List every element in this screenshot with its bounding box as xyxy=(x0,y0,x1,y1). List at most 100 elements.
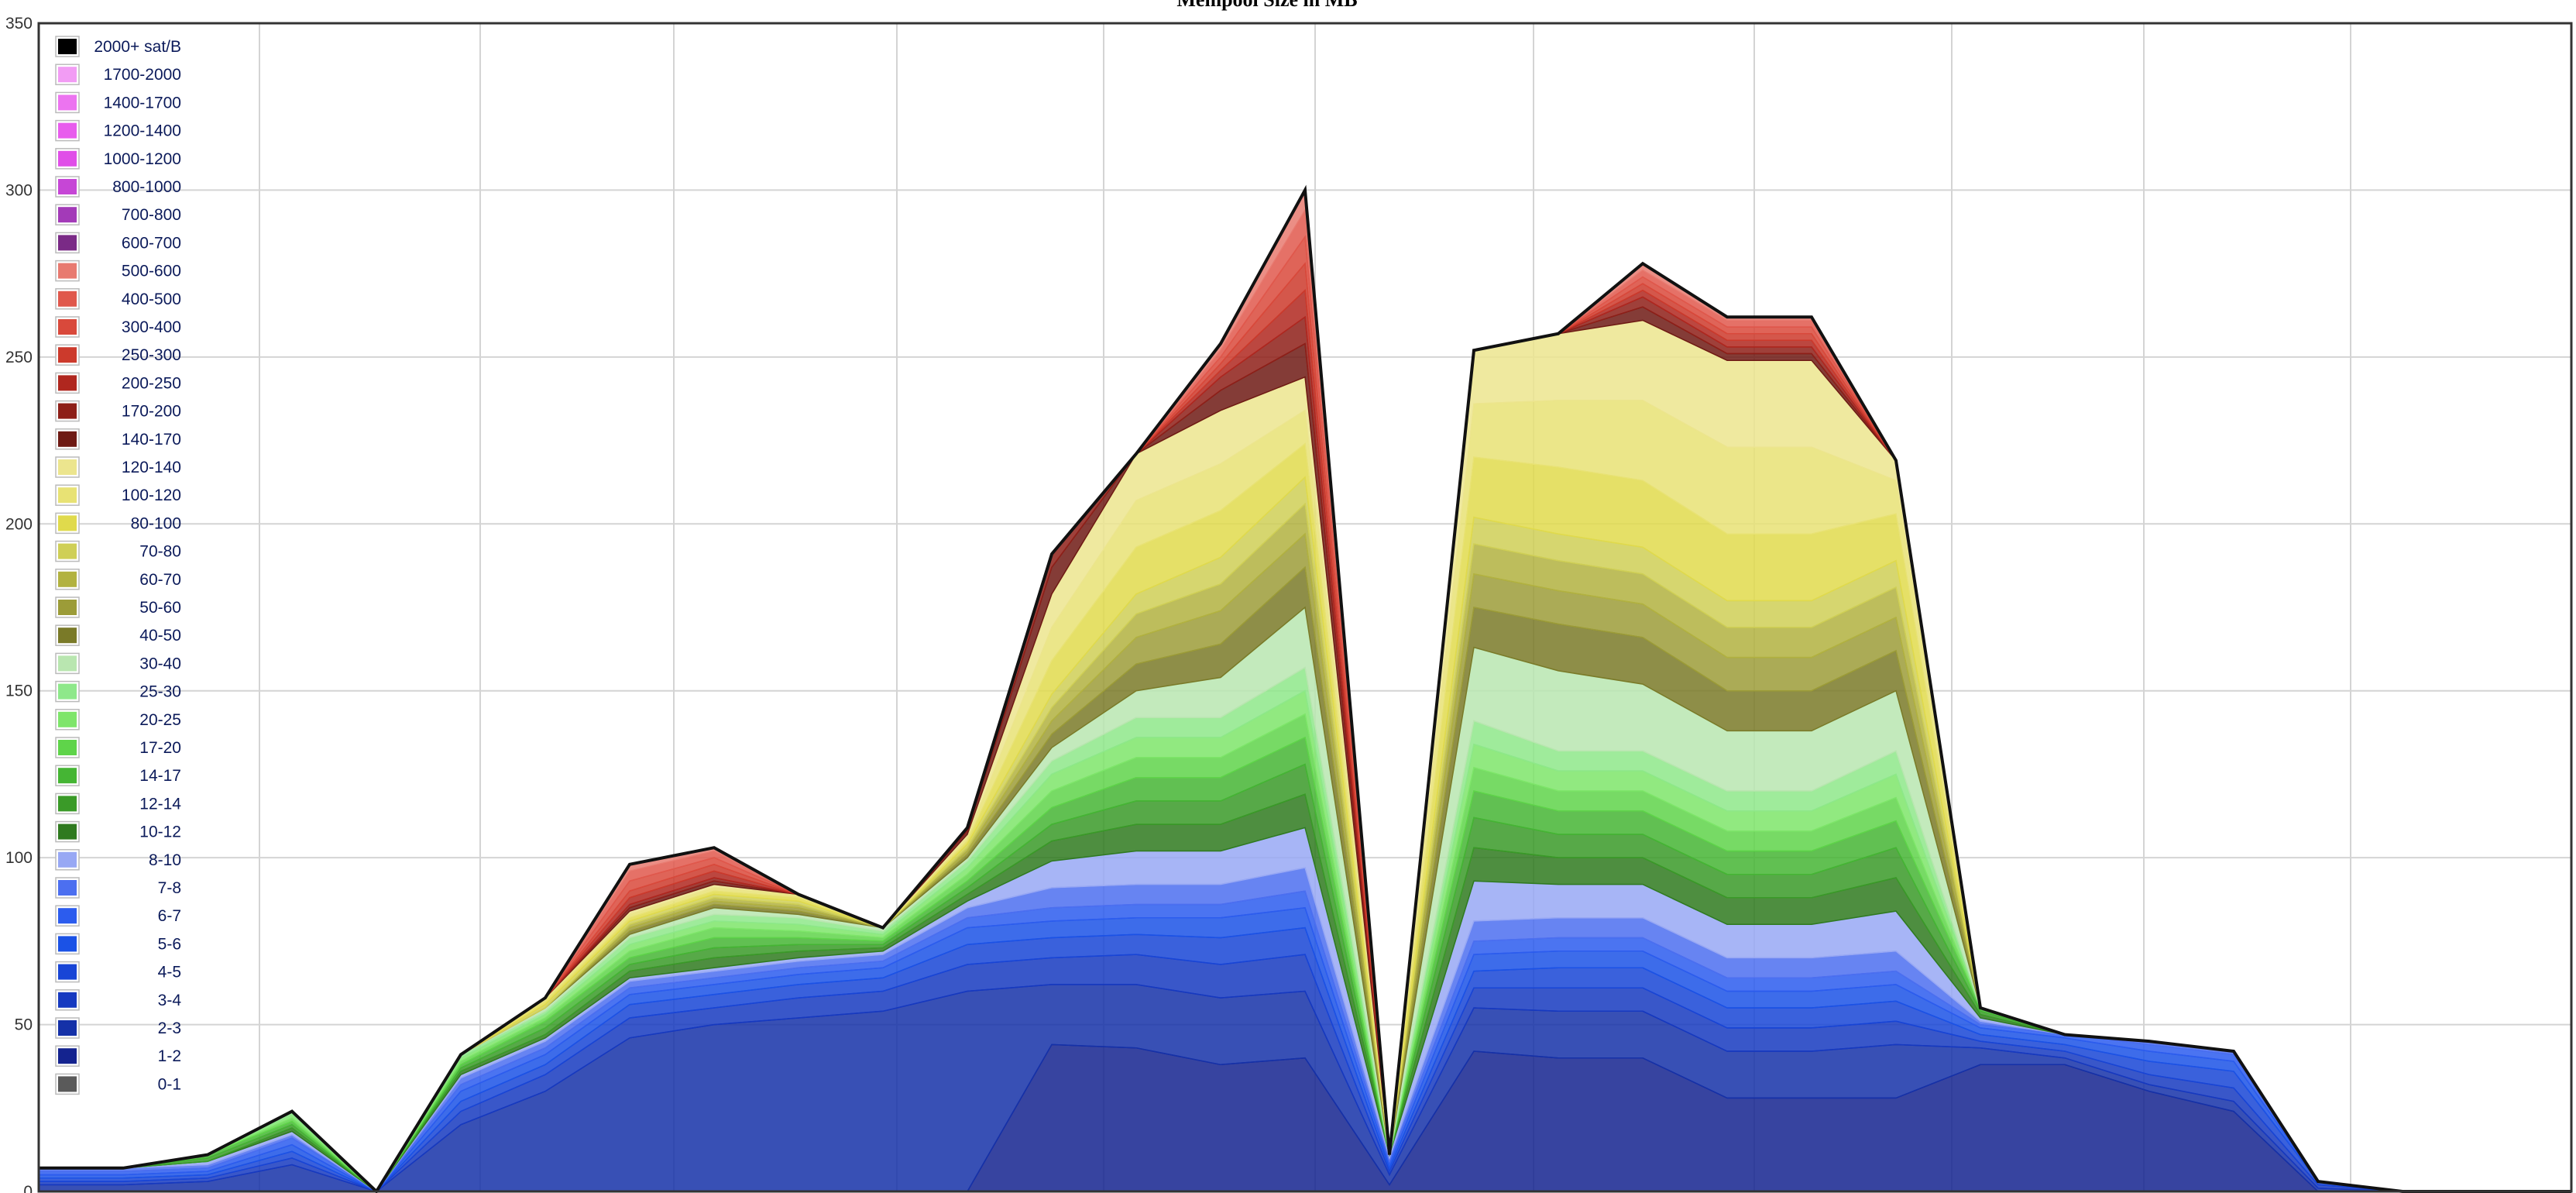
legend-item: 1700-2000 xyxy=(55,64,181,85)
legend-label: 60-70 xyxy=(139,571,181,589)
legend-item: 250-300 xyxy=(55,344,181,366)
legend-label: 140-170 xyxy=(122,431,181,449)
legend-item: 170-200 xyxy=(55,400,181,422)
legend-label: 1000-1200 xyxy=(104,150,181,168)
legend-label: 80-100 xyxy=(131,514,181,532)
legend-item: 300-400 xyxy=(55,316,181,338)
legend-item: 700-800 xyxy=(55,204,181,225)
legend-swatch xyxy=(58,851,77,868)
legend-item: 4-5 xyxy=(55,961,181,983)
legend-label: 10-12 xyxy=(139,823,181,841)
legend-swatch xyxy=(58,600,77,615)
legend-swatch xyxy=(58,627,77,644)
legend-item: 5-6 xyxy=(55,933,181,955)
legend-item: 80-100 xyxy=(55,512,181,535)
legend-item: 200-250 xyxy=(55,372,181,394)
legend-swatch xyxy=(58,992,77,1008)
legend-label: 500-600 xyxy=(122,263,181,280)
legend-swatch xyxy=(58,319,77,335)
legend-label: 6-7 xyxy=(158,907,181,925)
legend-item: 7-8 xyxy=(55,877,181,899)
legend-swatch xyxy=(58,740,77,755)
legend-item: 3-4 xyxy=(55,989,182,1011)
legend-label: 30-40 xyxy=(139,655,181,672)
legend-item: 30-40 xyxy=(55,652,181,675)
legend-label: 300-400 xyxy=(122,318,181,336)
legend-swatch xyxy=(58,515,77,531)
area-layer xyxy=(38,184,2571,1193)
y-tick-label: 150 xyxy=(5,682,33,700)
legend-item: 120-140 xyxy=(55,456,181,478)
y-tick-label: 50 xyxy=(15,1016,33,1034)
legend-item: 10-12 xyxy=(55,820,181,843)
legend-swatch xyxy=(58,431,77,447)
legend-swatch xyxy=(58,459,77,475)
legend-label: 25-30 xyxy=(139,683,181,701)
legend-label: 2000+ sat/B xyxy=(94,38,181,56)
legend-label: 8-10 xyxy=(149,851,181,869)
legend-item: 17-20 xyxy=(55,737,181,758)
y-axis: 0 50 100 150 200 250 300 350 xyxy=(5,15,33,1193)
legend-label: 120-140 xyxy=(122,459,181,476)
legend-label: 1400-1700 xyxy=(104,94,181,112)
legend-item: 500-600 xyxy=(55,260,181,282)
legend-label: 14-17 xyxy=(139,767,181,785)
legend-swatch xyxy=(58,235,77,251)
legend-swatch xyxy=(58,683,77,700)
legend-label: 800-1000 xyxy=(112,178,181,196)
legend-label: 100-120 xyxy=(122,486,181,504)
legend-swatch xyxy=(58,711,77,727)
legend-swatch xyxy=(58,291,77,307)
legend-swatch xyxy=(58,571,77,587)
legend-item: 0-1 xyxy=(55,1073,181,1095)
legend-swatch xyxy=(58,768,77,784)
legend-label: 70-80 xyxy=(139,543,181,561)
legend-swatch xyxy=(58,375,77,391)
legend-swatch xyxy=(58,207,77,223)
legend-item: 1000-1200 xyxy=(55,148,181,170)
y-tick-label: 0 xyxy=(23,1183,33,1193)
legend-swatch xyxy=(58,823,77,840)
legend-item: 2-3 xyxy=(55,1017,181,1039)
legend-swatch xyxy=(58,487,77,504)
legend-item: 600-700 xyxy=(55,232,181,254)
legend-swatch xyxy=(58,347,77,363)
legend-label: 200-250 xyxy=(122,374,181,392)
legend-swatch xyxy=(58,263,77,279)
legend-item: 60-70 xyxy=(55,569,181,590)
y-tick-label: 100 xyxy=(5,849,33,867)
legend-label: 5-6 xyxy=(158,935,181,953)
legend-swatch xyxy=(58,39,77,54)
y-tick-label: 250 xyxy=(5,349,33,366)
legend-swatch xyxy=(58,880,77,896)
legend-swatch xyxy=(58,1048,77,1064)
legend-label: 17-20 xyxy=(139,739,181,757)
legend-swatch xyxy=(58,936,77,952)
legend-swatch xyxy=(58,150,77,167)
legend-swatch xyxy=(58,796,77,812)
legend-label: 4-5 xyxy=(158,964,181,982)
legend-swatch xyxy=(58,403,77,419)
legend-item: 8-10 xyxy=(55,849,181,871)
legend-item: 1-2 xyxy=(55,1045,181,1067)
legend-label: 3-4 xyxy=(158,992,182,1009)
y-tick-label: 300 xyxy=(5,181,33,199)
legend-swatch xyxy=(58,179,77,194)
legend-label: 50-60 xyxy=(139,599,181,617)
legend-label: 2-3 xyxy=(158,1019,181,1037)
total-outline xyxy=(39,184,2571,1193)
legend-item: 20-25 xyxy=(55,709,181,731)
legend-label: 700-800 xyxy=(122,206,181,224)
legend-item: 800-1000 xyxy=(55,176,181,198)
legend-swatch xyxy=(58,67,77,83)
legend-swatch xyxy=(58,1076,77,1092)
legend-label: 12-14 xyxy=(139,795,181,813)
legend-label: 250-300 xyxy=(122,346,181,364)
legend-swatch xyxy=(58,122,77,139)
legend-item: 12-14 xyxy=(55,792,181,815)
legend-label: 170-200 xyxy=(122,403,181,421)
y-tick-label: 200 xyxy=(5,515,33,533)
legend-item: 1400-1700 xyxy=(55,91,181,114)
legend-label: 1700-2000 xyxy=(104,66,181,84)
